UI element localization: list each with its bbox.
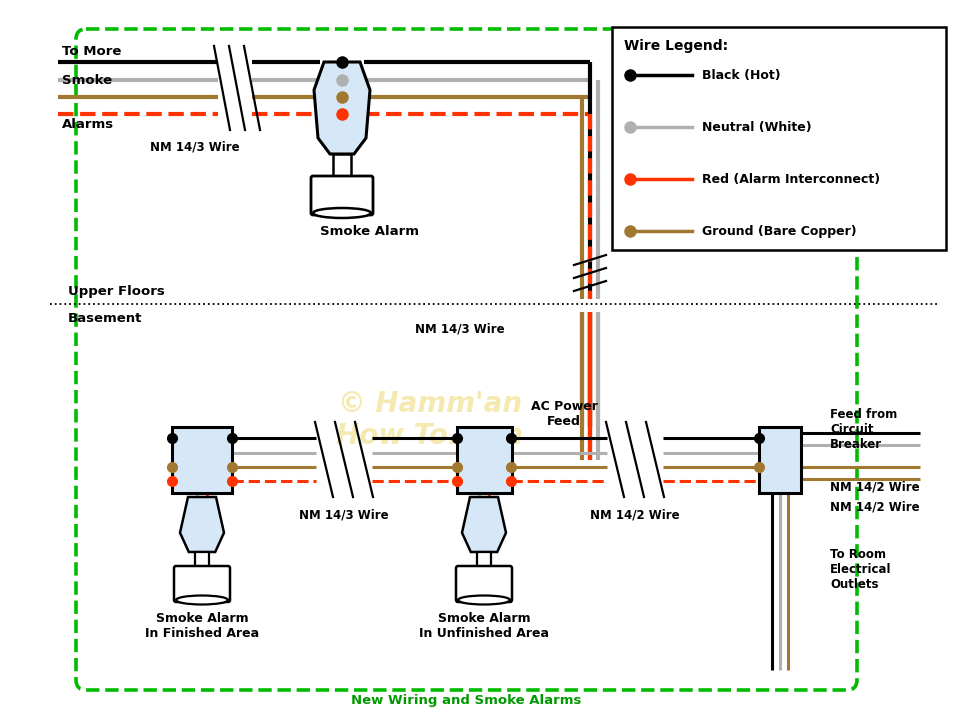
Text: Wire Legend:: Wire Legend: xyxy=(624,39,728,53)
Text: NM 14/2 Wire: NM 14/2 Wire xyxy=(830,501,920,514)
Polygon shape xyxy=(462,497,506,552)
Bar xyxy=(612,27,946,250)
Text: NM 14/3 Wire: NM 14/3 Wire xyxy=(300,509,389,522)
Text: To More: To More xyxy=(62,45,121,58)
Bar xyxy=(759,427,801,493)
Bar xyxy=(333,154,351,178)
Text: AC Power
Feed: AC Power Feed xyxy=(531,400,597,428)
Polygon shape xyxy=(314,62,370,154)
Text: Neutral (White): Neutral (White) xyxy=(702,120,811,133)
Text: Basement: Basement xyxy=(68,312,142,325)
FancyBboxPatch shape xyxy=(456,566,512,602)
FancyBboxPatch shape xyxy=(311,176,373,215)
Text: Upper Floors: Upper Floors xyxy=(68,285,165,298)
Text: New Wiring and Smoke Alarms: New Wiring and Smoke Alarms xyxy=(350,694,581,707)
Text: Red (Alarm Interconnect): Red (Alarm Interconnect) xyxy=(702,173,880,186)
Ellipse shape xyxy=(313,208,371,218)
Text: Smoke Alarm
In Finished Area: Smoke Alarm In Finished Area xyxy=(145,612,259,640)
Text: Alarms: Alarms xyxy=(62,118,114,131)
Polygon shape xyxy=(180,497,224,552)
Text: © Hamm'an
How To.com: © Hamm'an How To.com xyxy=(337,390,523,450)
Text: Smoke Alarm
In Unfinished Area: Smoke Alarm In Unfinished Area xyxy=(419,612,549,640)
Text: Smoke Alarm: Smoke Alarm xyxy=(321,225,420,238)
Text: NM 14/2 Wire: NM 14/2 Wire xyxy=(590,509,680,522)
Bar xyxy=(172,427,232,493)
Text: Smoke: Smoke xyxy=(62,73,112,86)
Text: NM 14/3 Wire: NM 14/3 Wire xyxy=(415,322,505,335)
Text: Black (Hot): Black (Hot) xyxy=(702,68,780,81)
FancyBboxPatch shape xyxy=(174,566,230,602)
Text: Feed from
Circuit
Breaker: Feed from Circuit Breaker xyxy=(830,408,898,451)
Bar xyxy=(457,427,512,493)
Text: To Room
Electrical
Outlets: To Room Electrical Outlets xyxy=(830,548,892,591)
Text: Ground (Bare Copper): Ground (Bare Copper) xyxy=(702,225,856,238)
Text: NM 14/3 Wire: NM 14/3 Wire xyxy=(150,140,240,153)
Ellipse shape xyxy=(458,595,510,605)
Text: NM 14/2 Wire: NM 14/2 Wire xyxy=(830,481,920,494)
Ellipse shape xyxy=(176,595,228,605)
Bar xyxy=(195,552,209,568)
Bar xyxy=(477,552,491,568)
